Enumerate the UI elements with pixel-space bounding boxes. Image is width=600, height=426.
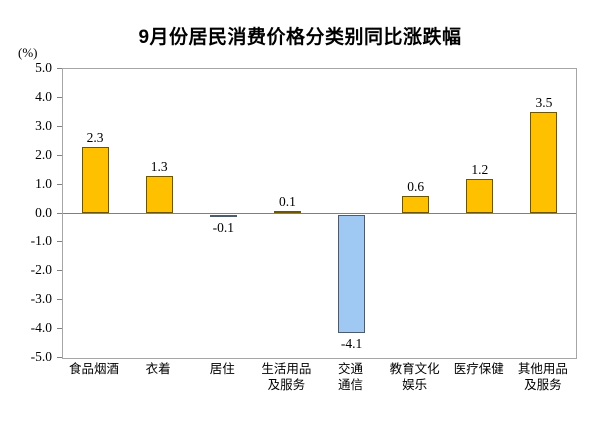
y-tick-mark — [57, 154, 62, 156]
y-tick-mark — [57, 183, 62, 185]
y-tick-label: 4.0 — [35, 88, 52, 104]
x-category-label-line: 生活用品 — [261, 362, 312, 376]
bar-其他用品及服务 — [530, 112, 558, 214]
y-tick-mark — [57, 241, 62, 243]
y-tick-mark — [57, 96, 62, 98]
x-category-label-line: 医疗保健 — [453, 362, 504, 376]
bar-value-label: 2.3 — [86, 130, 104, 146]
bar-食品烟酒 — [81, 147, 109, 214]
y-tick-mark — [57, 212, 62, 214]
x-category-label: 医疗保健 — [437, 361, 521, 377]
y-tick-label: 2.0 — [35, 146, 52, 162]
y-tick-label: -2.0 — [30, 262, 52, 278]
x-category-label: 生活用品 及服务 — [244, 361, 328, 393]
y-tick-label: 5.0 — [35, 60, 52, 75]
x-category-label-line: 其他用品 — [517, 362, 568, 376]
bar-value-label: 1.3 — [150, 158, 168, 174]
x-category-label: 衣着 — [116, 361, 200, 377]
x-category-label-line: 娱乐 — [402, 378, 428, 392]
y-tick-label: -5.0 — [30, 349, 52, 364]
y-tick-mark — [57, 328, 62, 330]
x-category-label-line: 衣着 — [145, 362, 171, 376]
y-tick-mark — [57, 270, 62, 272]
x-category-label-line: 通信 — [338, 378, 364, 392]
bar-衣着 — [145, 175, 173, 214]
y-tick-mark — [57, 68, 62, 69]
x-category-label-line: 教育文化 — [389, 362, 440, 376]
bar-value-label: 3.5 — [535, 95, 553, 111]
x-category-label: 交通 通信 — [309, 361, 393, 393]
x-category-label: 教育文化 娱乐 — [373, 361, 457, 393]
bar-居住 — [209, 214, 237, 218]
x-category-label-line: 及服务 — [524, 378, 562, 392]
zero-axis-line — [63, 213, 576, 214]
y-tick-label: -4.0 — [30, 320, 52, 336]
bar-value-label: 0.1 — [279, 193, 296, 209]
y-tick-mark — [57, 299, 62, 301]
bar-value-label: 1.2 — [471, 161, 489, 177]
y-tick-mark — [57, 125, 62, 127]
bar-教育文化娱乐 — [402, 196, 430, 214]
y-tick-label: 1.0 — [35, 175, 52, 191]
chart-title: 9月份居民消费价格分类别同比涨跌幅 — [138, 27, 462, 48]
y-axis-unit-label: (%) — [18, 45, 38, 60]
y-tick-label: 3.0 — [35, 117, 52, 133]
x-category-label-line: 及服务 — [267, 378, 306, 392]
bar-医疗保健 — [466, 178, 494, 214]
bar-value-label: -0.1 — [212, 220, 234, 236]
y-tick-mark — [57, 357, 62, 358]
bar-交通通信 — [338, 214, 366, 333]
x-category-label-line: 居住 — [209, 362, 235, 376]
y-tick-label: 0.0 — [35, 204, 52, 220]
y-tick-label: -1.0 — [30, 233, 52, 249]
plot-area: 2.3 1.3 -0.1 0.1 -4.1 0.6 1.2 3.5 — [62, 68, 577, 359]
x-category-label-line: 交通 — [338, 362, 364, 376]
bar-生活用品及服务 — [273, 210, 301, 214]
x-category-label: 居住 — [180, 361, 264, 377]
x-category-label: 食品烟酒 — [52, 361, 136, 377]
x-category-label-line: 食品烟酒 — [69, 362, 120, 376]
y-tick-label: -3.0 — [30, 291, 52, 307]
bar-value-label: 0.6 — [407, 179, 425, 195]
bar-value-label: -4.1 — [340, 335, 363, 351]
x-category-label: 其他用品 及服务 — [501, 361, 585, 393]
